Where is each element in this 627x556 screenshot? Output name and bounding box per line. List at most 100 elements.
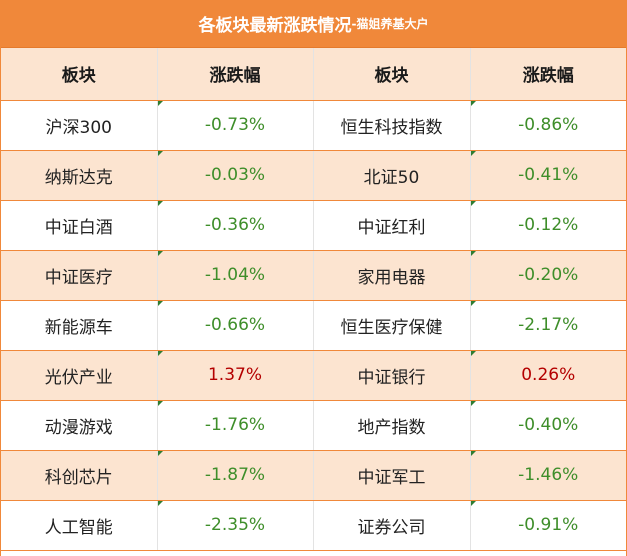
sector-name-right: 家用电器 xyxy=(313,250,471,301)
change-value-left-text: -0.73% xyxy=(204,115,266,135)
change-value-left: -1.04% xyxy=(157,250,314,301)
sector-name-left-text: 人工智能 xyxy=(44,517,113,538)
change-value-right-text: -0.20% xyxy=(518,265,579,285)
change-value-right: -2.17% xyxy=(470,300,626,351)
cell-comment-marker-icon xyxy=(470,250,476,256)
table-header-row: 板块 涨跌幅 板块 涨跌幅 xyxy=(1,48,626,101)
change-value-left-text: -0.03% xyxy=(204,165,266,185)
table-row: 新能源车 -0.66% 恒生医疗保健 -2.17% xyxy=(1,300,626,351)
change-value-right-text: -1.46% xyxy=(518,465,579,485)
change-value-right: -0.40% xyxy=(470,400,626,451)
sector-name-right-text: 中证银行 xyxy=(357,367,426,388)
sector-name-left: 光伏产业 xyxy=(1,350,158,401)
cell-comment-marker-icon xyxy=(470,100,476,106)
sector-name-left: 人工智能 xyxy=(1,500,158,551)
sector-name-left: 沪深300 xyxy=(1,100,158,151)
header-change-right: 涨跌幅 xyxy=(470,48,626,101)
sector-name-right: 中证银行 xyxy=(313,350,471,401)
page-title: 各板块最新涨跌情况 xyxy=(198,16,352,36)
change-value-right-text: -0.40% xyxy=(518,415,579,435)
change-value-left: -2.35% xyxy=(157,500,314,551)
change-value-left: 1.37% xyxy=(157,350,314,401)
sector-name-right-text: 恒生医疗保健 xyxy=(340,317,443,338)
change-value-right: -0.86% xyxy=(470,100,626,151)
page-subtitle: -猫姐养基大户 xyxy=(351,17,429,31)
change-value-right-text: -2.17% xyxy=(518,315,579,335)
cell-comment-marker-icon xyxy=(157,250,163,256)
sector-name-right: 证券公司 xyxy=(313,500,471,551)
table-row: 中证医疗 -1.04% 家用电器 -0.20% xyxy=(1,250,626,301)
cell-comment-marker-icon xyxy=(470,350,476,356)
sector-name-right: 中证军工 xyxy=(313,450,471,501)
change-value-right-text: -0.12% xyxy=(518,215,579,235)
table-row: 人工智能 -2.35% 证券公司 -0.91% xyxy=(1,500,626,551)
cell-comment-marker-icon xyxy=(470,200,476,206)
sector-name-left-text: 光伏产业 xyxy=(44,367,113,388)
change-value-left: -1.76% xyxy=(157,400,314,451)
cell-comment-marker-icon xyxy=(470,150,476,156)
change-value-left-text: -1.87% xyxy=(204,465,266,485)
change-value-right-text: -0.91% xyxy=(518,515,579,535)
sector-name-right-text: 恒生科技指数 xyxy=(340,117,443,138)
change-value-left: -1.87% xyxy=(157,450,314,501)
sector-name-left: 新能源车 xyxy=(1,300,158,351)
change-value-right: -0.91% xyxy=(470,500,626,551)
sector-name-left-text: 沪深300 xyxy=(45,117,112,138)
sector-name-right: 北证50 xyxy=(313,150,471,201)
change-value-left-text: 1.37% xyxy=(207,365,262,385)
sector-name-right-text: 中证红利 xyxy=(357,217,426,238)
cell-comment-marker-icon xyxy=(157,150,163,156)
change-value-left: -0.03% xyxy=(157,150,314,201)
cell-comment-marker-icon xyxy=(157,100,163,106)
change-value-left: -0.73% xyxy=(157,100,314,151)
sector-name-right-text: 中证军工 xyxy=(357,467,426,488)
change-value-right: -1.46% xyxy=(470,450,626,501)
change-value-left: -0.36% xyxy=(157,200,314,251)
sector-name-left-text: 中证医疗 xyxy=(44,267,113,288)
change-value-right-text: -0.41% xyxy=(518,165,579,185)
sector-name-right: 恒生科技指数 xyxy=(313,100,471,151)
change-value-right: -0.41% xyxy=(470,150,626,201)
sector-name-right: 地产指数 xyxy=(313,400,471,451)
sector-name-right-text: 地产指数 xyxy=(357,417,426,438)
change-value-left: -0.66% xyxy=(157,300,314,351)
cell-comment-marker-icon xyxy=(157,300,163,306)
change-value-right: 0.26% xyxy=(470,350,626,401)
cell-comment-marker-icon xyxy=(157,500,163,506)
sector-name-left-text: 动漫游戏 xyxy=(44,417,113,438)
change-value-right: -0.20% xyxy=(470,250,626,301)
header-sector-left: 板块 xyxy=(1,48,158,101)
sector-table: 板块 涨跌幅 板块 涨跌幅 沪深300 -0.73% 恒生科技指数 -0.86% 纳斯达… xyxy=(1,48,626,551)
table-row: 光伏产业 1.37% 中证银行 0.26% xyxy=(1,350,626,401)
table-body: 沪深300 -0.73% 恒生科技指数 -0.86% 纳斯达克 -0.03% 北证50 -0.… xyxy=(1,100,626,551)
sector-name-left-text: 中证白酒 xyxy=(44,217,113,238)
table-row: 纳斯达克 -0.03% 北证50 -0.41% xyxy=(1,150,626,201)
cell-comment-marker-icon xyxy=(470,300,476,306)
change-value-left-text: -1.76% xyxy=(204,415,266,435)
cell-comment-marker-icon xyxy=(157,400,163,406)
sector-name-right: 中证红利 xyxy=(313,200,471,251)
sector-name-left: 中证白酒 xyxy=(1,200,158,251)
header-sector-right: 板块 xyxy=(313,48,471,101)
table-row: 沪深300 -0.73% 恒生科技指数 -0.86% xyxy=(1,100,626,151)
sector-name-left: 中证医疗 xyxy=(1,250,158,301)
sector-name-right: 恒生医疗保健 xyxy=(313,300,471,351)
change-value-left-text: -2.35% xyxy=(204,515,266,535)
table-row: 动漫游戏 -1.76% 地产指数 -0.40% xyxy=(1,400,626,451)
header-change-left: 涨跌幅 xyxy=(157,48,314,101)
cell-comment-marker-icon xyxy=(470,400,476,406)
sector-name-right-text: 北证50 xyxy=(363,167,420,188)
cell-comment-marker-icon xyxy=(470,450,476,456)
change-value-right-text: -0.86% xyxy=(518,115,579,135)
change-value-left-text: -0.66% xyxy=(204,315,266,335)
cell-comment-marker-icon xyxy=(157,350,163,356)
change-value-right-text: 0.26% xyxy=(521,365,576,385)
cell-comment-marker-icon xyxy=(157,200,163,206)
sector-name-right-text: 家用电器 xyxy=(357,267,426,288)
table-row: 科创芯片 -1.87% 中证军工 -1.46% xyxy=(1,450,626,501)
sector-name-left: 纳斯达克 xyxy=(1,150,158,201)
sector-name-left: 科创芯片 xyxy=(1,450,158,501)
sector-name-left: 动漫游戏 xyxy=(1,400,158,451)
sector-name-left-text: 纳斯达克 xyxy=(44,167,113,188)
